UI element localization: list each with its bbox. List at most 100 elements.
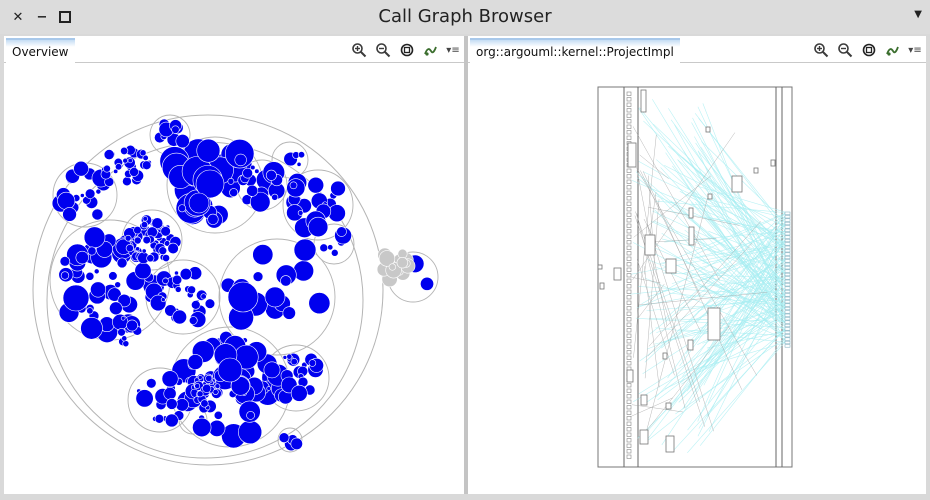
method-node [93, 268, 100, 275]
method-box [784, 249, 791, 253]
method-node [205, 374, 213, 382]
method-box [784, 255, 791, 260]
method-node [117, 328, 126, 337]
zoom-out-icon[interactable] [374, 41, 392, 59]
method-node [296, 161, 302, 167]
method-node [204, 298, 216, 309]
method-node [120, 146, 129, 155]
method-box [784, 279, 791, 283]
call-edge [678, 297, 786, 403]
method-box [784, 300, 791, 304]
method-node [158, 246, 168, 255]
method-node [162, 277, 169, 285]
method-node [60, 271, 70, 280]
maximize-icon[interactable] [56, 8, 74, 26]
chevron-down-icon[interactable]: ▼ [914, 9, 922, 20]
method-box [784, 327, 791, 331]
method-box [626, 427, 632, 432]
method-node [62, 284, 90, 312]
package-outer-circle [32, 114, 384, 466]
overview-canvas[interactable] [4, 63, 464, 494]
method-node [297, 210, 304, 216]
method-box [626, 229, 632, 234]
method-box [784, 310, 791, 314]
call-edge [647, 224, 714, 432]
call-edge [673, 198, 786, 324]
zoom-reset-icon[interactable] [398, 41, 416, 59]
tab-projectimpl[interactable]: org::argouml::kernel::ProjectImpl [470, 38, 680, 63]
method-box [784, 317, 791, 321]
method-node [252, 271, 264, 282]
method-box [784, 221, 791, 226]
method-box [627, 142, 637, 168]
method-box [784, 262, 791, 266]
menu-icon[interactable]: ▾≡ [908, 44, 922, 56]
method-box [626, 212, 632, 217]
zoom-in-icon[interactable] [350, 41, 368, 59]
method-box [613, 267, 622, 281]
method-box [626, 278, 632, 283]
detail-graph[interactable] [468, 63, 926, 494]
close-icon[interactable]: ✕ [12, 9, 24, 25]
method-node [129, 167, 139, 177]
detail-canvas[interactable] [468, 63, 926, 494]
call-edge [667, 212, 786, 379]
call-edge [669, 292, 786, 307]
title-bar: ✕ − Call Graph Browser ▼ [0, 0, 930, 34]
method-node [121, 335, 128, 342]
method-node [293, 238, 317, 262]
method-node [141, 160, 152, 170]
settings-icon[interactable] [422, 41, 440, 59]
settings-icon[interactable] [884, 41, 902, 59]
method-box [626, 295, 632, 300]
method-box [784, 225, 791, 229]
method-box [597, 264, 603, 270]
method-box [784, 215, 791, 219]
method-box [626, 168, 632, 173]
zoom-in-icon[interactable] [812, 41, 830, 59]
call-edge [702, 103, 786, 316]
call-edge [685, 260, 786, 335]
method-node [59, 256, 71, 267]
pane-splitter[interactable] [464, 36, 468, 494]
method-node [293, 260, 314, 282]
call-edge [682, 156, 786, 245]
method-node [195, 169, 225, 199]
method-node [250, 164, 256, 171]
minimize-icon[interactable]: − [36, 9, 48, 25]
call-edge [708, 275, 786, 432]
method-box [626, 432, 632, 437]
method-node [103, 164, 111, 173]
method-box [626, 262, 632, 267]
method-node [112, 313, 129, 331]
method-box [784, 238, 791, 243]
zoom-out-icon[interactable] [836, 41, 854, 59]
method-node [84, 188, 96, 199]
method-node [160, 226, 171, 237]
method-node [171, 274, 183, 285]
method-box [770, 159, 776, 167]
method-node [197, 375, 203, 380]
tab-overview[interactable]: Overview [6, 38, 75, 63]
zoom-reset-icon[interactable] [860, 41, 878, 59]
call-edge [685, 218, 786, 355]
method-node [266, 386, 272, 391]
method-node [151, 217, 164, 230]
call-edge [644, 192, 657, 275]
method-box [784, 283, 791, 287]
method-node [307, 176, 325, 194]
method-node [95, 188, 102, 195]
method-box [626, 223, 632, 228]
method-node [162, 254, 170, 262]
method-box [626, 201, 632, 206]
method-box [784, 218, 791, 222]
detail-toolbar: ▾≡ [812, 40, 922, 60]
method-node [113, 168, 119, 174]
method-node [319, 243, 329, 253]
menu-icon[interactable]: ▾≡ [446, 44, 460, 56]
method-box [626, 328, 632, 333]
method-node [227, 178, 235, 185]
overview-graph[interactable] [4, 63, 464, 494]
method-node [174, 286, 182, 293]
method-box [626, 443, 632, 448]
